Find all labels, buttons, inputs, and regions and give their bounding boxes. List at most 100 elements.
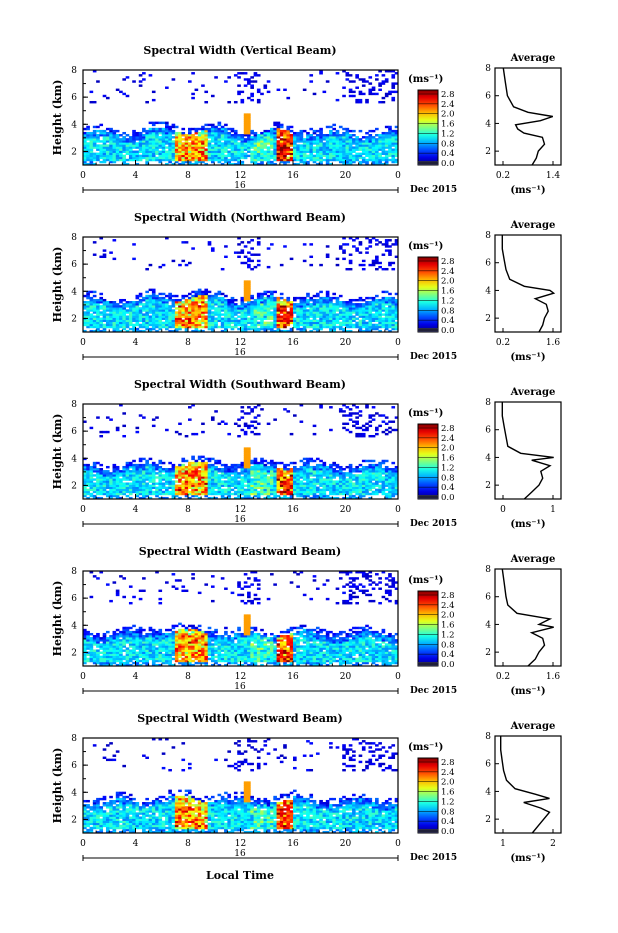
heatmap-cell [119,157,123,159]
heatmap-cell [234,299,238,301]
heatmap-cell [204,464,208,466]
heatmap-cell [296,489,300,491]
heatmap-cell [208,291,212,293]
heatmap-cell [191,489,195,491]
heatmap-cell [342,472,346,474]
heatmap-cell [326,140,330,142]
heatmap-cell [273,322,277,324]
heatmap-cell [296,470,300,472]
heatmap-cell [336,464,340,466]
heatmap-cell [244,470,248,472]
heatmap-cell [247,258,251,260]
heatmap-cell [286,134,290,136]
heatmap-cell [204,315,208,317]
x-tick-label: 12 [235,338,246,348]
heatmap-cell [90,427,94,429]
heatmap-cell [191,487,195,489]
heatmap-cell [152,140,156,142]
heatmap-cell [227,320,231,322]
heatmap-cell [375,313,379,315]
heatmap-cell [172,303,176,305]
heatmap-cell [267,313,271,315]
heatmap-cell [286,299,290,301]
panel-1: Spectral Width (Northward Beam)2468Heigh… [51,211,561,363]
heatmap-cell [303,157,307,159]
heatmap-cell [247,138,251,140]
heatmap-cell [103,148,107,150]
heatmap-cell [342,243,346,245]
heatmap-cell [306,478,310,480]
heatmap-cell [155,491,159,493]
heatmap-cell [93,144,97,146]
heatmap-cell [211,140,215,142]
y-tick-label: 2 [71,147,77,157]
heatmap-cell [178,489,182,491]
heatmap-cell [329,322,333,324]
heatmap-cell [359,99,363,101]
heatmap-cell [113,303,117,305]
heatmap-cell [263,318,267,320]
heatmap-cell [260,134,264,136]
heatmap-cell [326,138,330,140]
heatmap-cell [257,315,261,317]
heatmap-cell [237,435,241,437]
heatmap-cell [309,315,313,317]
heatmap-cell [319,159,323,161]
heatmap-cell [224,309,228,311]
heatmap-cell [290,134,294,136]
heatmap-cell [382,297,386,299]
heatmap-cell [250,313,254,315]
heatmap-cell [313,299,317,301]
heatmap-cell [365,101,369,103]
heatmap-cell [214,301,218,303]
heatmap-cell [96,299,100,301]
heatmap-cell [372,130,376,132]
heatmap-cell [224,148,228,150]
heatmap-cell [247,309,251,311]
heatmap-cell [99,476,103,478]
heatmap-cell [316,295,320,297]
heatmap-cell [155,157,159,159]
heatmap-cell [106,485,110,487]
heatmap-cell [372,155,376,157]
heatmap-cell [250,466,254,468]
heatmap-cell [221,134,225,136]
heatmap-cell [195,487,199,489]
heatmap-cell [283,472,287,474]
heatmap-cell [224,301,228,303]
heatmap-cell [231,144,235,146]
heatmap-cell [339,146,343,148]
heatmap-cell [241,241,245,243]
heatmap-cell [214,136,218,138]
heatmap-cell [296,491,300,493]
heatmap-cell [145,146,149,148]
heatmap-cell [385,324,389,326]
heatmap-cell [221,136,225,138]
heatmap-cell [172,466,176,468]
heatmap-cell [129,320,133,322]
heatmap-cell [313,491,317,493]
heatmap-cell [244,245,248,247]
heatmap-cell [119,91,123,93]
local-time-label: Local Time [206,869,274,882]
heatmap-cell [93,478,97,480]
heatmap-cell [323,485,327,487]
heatmap-cell [224,311,228,313]
heatmap-cell [293,311,297,313]
heatmap-cell [277,305,281,307]
heatmap-cell [309,320,313,322]
heatmap-cell [103,431,107,433]
heatmap-cell [175,142,179,144]
heatmap-cell [106,128,110,130]
heatmap-cell [224,146,228,148]
heatmap-cell [195,328,199,330]
heatmap-cell [227,305,231,307]
heatmap-cell [139,474,143,476]
heatmap-cell [303,478,307,480]
heatmap-cell [224,138,228,140]
heatmap-cell [247,293,251,295]
heatmap-cell [346,303,350,305]
heatmap-cell [237,243,241,245]
heatmap-cell [155,487,159,489]
heatmap-cell [260,472,264,474]
